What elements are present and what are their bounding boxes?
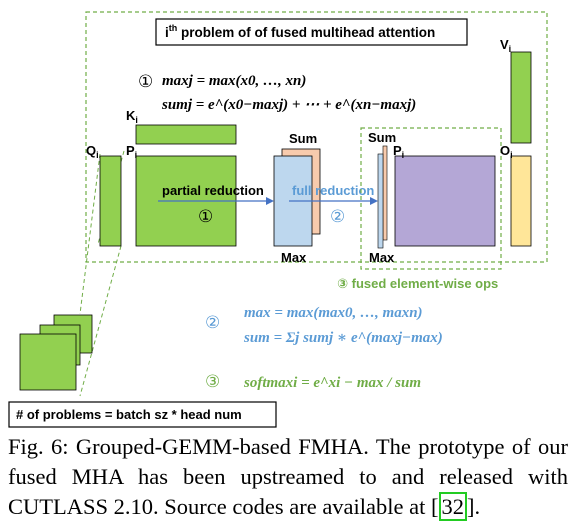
k-label: Ki [126,108,138,125]
sum-bar-full [382,145,388,241]
max-bar-full [377,153,384,249]
sum-label-1: Sum [289,131,317,146]
proj-line-a [79,153,101,315]
title-text: ith problem of of fused multihead attent… [165,23,435,40]
problems-box [8,401,277,428]
figure-caption: Fig. 6: Grouped-GEMM-based FMHA. The pro… [8,434,568,521]
eq1-marker: ① [138,72,153,91]
p-label: Pi [126,143,137,160]
o-label: Oi [500,143,513,160]
eq2-max-line: max = max(max0, …, maxn) [244,305,423,321]
sum-label-2: Sum [368,130,396,145]
eq1-sum-line: sumj = e^(x0−maxj) + ⋯ + e^(xn−maxj) [161,97,416,113]
outer-dashed-region [85,11,548,263]
fused-ops-label: ③ fused element-wise ops [337,276,498,291]
proj-line-b [79,245,122,397]
full-reduction-label: full reduction [292,183,374,198]
eq3-marker: ③ [205,372,220,391]
q-label: Qi [86,143,99,160]
v-label: Vi [500,37,511,54]
eq2-marker: ② [205,313,220,332]
full-reduction-arrowhead [370,197,378,205]
step2-marker: ② [330,207,345,226]
problem-stack-front [19,333,77,391]
k-block [135,124,237,145]
eq3-line: softmaxi = e^xi − max / sum [243,375,421,391]
p2-label: Pi [393,143,404,160]
p-softmax-block [394,155,496,247]
eq1-max-line: maxj = max(x0, …, xn) [162,73,306,89]
step1-marker: ① [198,207,213,226]
max-label-1: Max [281,250,307,265]
o-block [510,155,532,247]
eq2-sum-line: sum = Σj sumj ∗ e^(maxj−max) [243,330,443,346]
q-block [99,155,122,247]
partial-reduction-arrowhead [266,197,274,205]
inner-dashed-region [360,127,502,270]
partial-reduction-label: partial reduction [162,183,264,198]
problems-label: # of problems = batch sz * head num [16,407,242,422]
citation-link[interactable]: 32 [438,492,467,521]
title-box [155,18,468,46]
v-block [510,51,532,144]
max-label-2: Max [369,250,395,265]
